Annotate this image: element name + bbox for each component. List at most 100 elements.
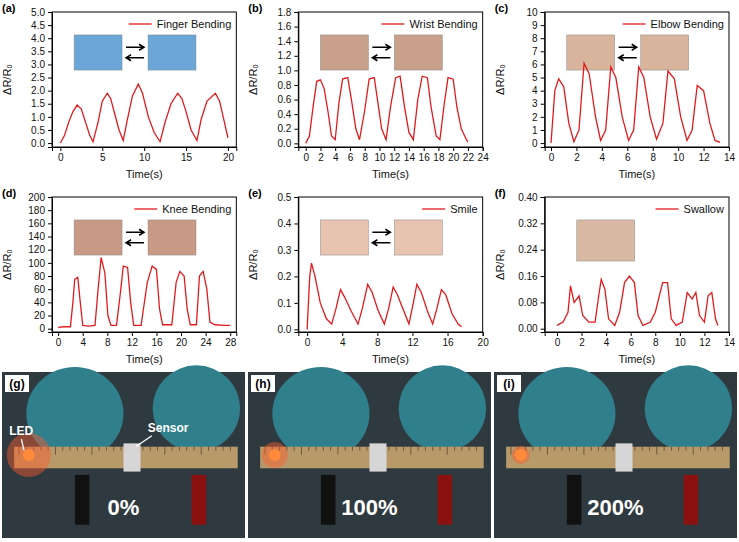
ruler-tick xyxy=(554,447,555,451)
tick-label: 4.0 xyxy=(31,33,45,44)
plot: 0481216202428020406080100120140160180200… xyxy=(1,192,237,365)
plot-frame xyxy=(545,197,729,332)
tick-mark xyxy=(631,332,632,336)
tick: 4 xyxy=(532,85,545,96)
tick-mark xyxy=(48,329,52,330)
tick-label: 8 xyxy=(105,337,111,348)
ruler-tick xyxy=(540,447,541,451)
tick-label: 1.5 xyxy=(31,98,45,109)
tick-label: 8 xyxy=(650,152,656,163)
tick: 1.5 xyxy=(31,98,52,109)
arrow xyxy=(126,44,144,50)
tick-label: 6 xyxy=(628,337,634,348)
ruler-tick xyxy=(308,447,309,451)
ruler-tick xyxy=(352,447,353,451)
ruler-tick xyxy=(55,447,56,455)
ruler-tick xyxy=(84,447,85,451)
tick-mark xyxy=(294,143,298,144)
tick: 2 xyxy=(532,112,545,123)
tick: 12 xyxy=(699,147,711,163)
tick-mark xyxy=(48,25,52,26)
tick-mark xyxy=(294,27,298,28)
ruler-tick xyxy=(345,447,346,451)
x-axis: 02468101214 xyxy=(545,332,735,348)
marks xyxy=(306,76,468,143)
y-axis: 020406080100120140160180200 xyxy=(28,192,52,335)
tick-label: 5.0 xyxy=(31,7,45,18)
ruler-tick xyxy=(425,447,426,451)
tick-label: 100 xyxy=(28,258,45,269)
tick: 0.6 xyxy=(277,94,298,105)
tick: 160 xyxy=(28,218,52,229)
tick: 0 xyxy=(56,332,62,348)
tick-label: 1.0 xyxy=(277,65,291,76)
photo-panel: (h)100% xyxy=(248,365,491,538)
axis-title: Time(s) xyxy=(618,353,655,365)
axis-line xyxy=(53,333,237,337)
tick: 2 xyxy=(318,147,324,163)
ruler-tick xyxy=(157,447,158,451)
tick-mark xyxy=(48,143,52,144)
tick-label: 0.1 xyxy=(277,298,291,309)
marks xyxy=(557,276,718,325)
axis-line xyxy=(545,148,729,152)
tick-mark xyxy=(83,332,84,336)
tick-label: 1.8 xyxy=(277,7,291,18)
chart-panel: 024681012140.000.080.160.240.320.40Time(… xyxy=(494,187,736,365)
tick-mark xyxy=(48,117,52,118)
tick-mark xyxy=(48,237,52,238)
tick-label: 14 xyxy=(724,152,736,163)
tick: 1.4 xyxy=(277,36,298,47)
tick-label: 12 xyxy=(127,337,139,348)
legend: Knee Bending xyxy=(134,203,231,215)
ruler-tick xyxy=(418,447,419,451)
tick-label: 0.3 xyxy=(277,245,291,256)
tick-label: 16 xyxy=(419,152,431,163)
tick-label: 4 xyxy=(604,337,610,348)
axis-title: ΔR/R₀ xyxy=(494,64,506,95)
tick: 4 xyxy=(600,147,606,163)
tick: 8 xyxy=(375,332,381,348)
data-line xyxy=(60,84,228,143)
tick-mark xyxy=(541,12,545,13)
tick-mark xyxy=(48,276,52,277)
chart-panel: 02468101214012345678910Time(s)ΔR/R₀Elbow… xyxy=(494,2,736,180)
tick-label: 22 xyxy=(463,152,475,163)
inset-image xyxy=(148,35,196,70)
tick-mark xyxy=(48,104,52,105)
axis-line xyxy=(48,198,53,333)
ruler-tick xyxy=(193,447,194,451)
tick-mark xyxy=(48,197,52,198)
tick: 0.2 xyxy=(277,123,298,134)
tick-mark xyxy=(678,147,679,151)
tick-label: 0.5 xyxy=(31,125,45,136)
tick: 1.2 xyxy=(277,50,298,61)
legend-label: Finger Bending xyxy=(157,18,232,30)
ruler-tick xyxy=(576,447,577,451)
y-axis: 0.00.20.40.60.81.01.21.41.61.8 xyxy=(277,7,298,149)
tick: 28 xyxy=(225,332,237,348)
marks xyxy=(58,258,230,328)
legend-label: Smile xyxy=(450,203,478,215)
tick-label: 18 xyxy=(433,152,445,163)
inset-image xyxy=(567,35,615,70)
axis-title: Time(s) xyxy=(126,168,163,180)
arrow xyxy=(126,229,144,235)
tick-mark xyxy=(144,147,145,151)
tick-label: 0 xyxy=(303,152,309,163)
clip xyxy=(75,475,90,525)
plot-frame xyxy=(298,197,482,332)
legend-swatch xyxy=(656,208,679,209)
tick-label: 4.5 xyxy=(31,20,45,31)
led-glow xyxy=(7,433,51,477)
legend-label: Knee Bending xyxy=(162,203,231,215)
panel-label-box: (g) xyxy=(5,375,29,392)
tick-mark xyxy=(294,223,298,224)
panel-label-box: (i) xyxy=(497,375,521,392)
tick-label: 0.2 xyxy=(277,271,291,282)
led xyxy=(269,449,281,461)
tick-label: 8 xyxy=(653,337,659,348)
tick: 40 xyxy=(34,297,52,308)
axis-title: Time(s) xyxy=(126,353,163,365)
sensor xyxy=(370,443,387,471)
